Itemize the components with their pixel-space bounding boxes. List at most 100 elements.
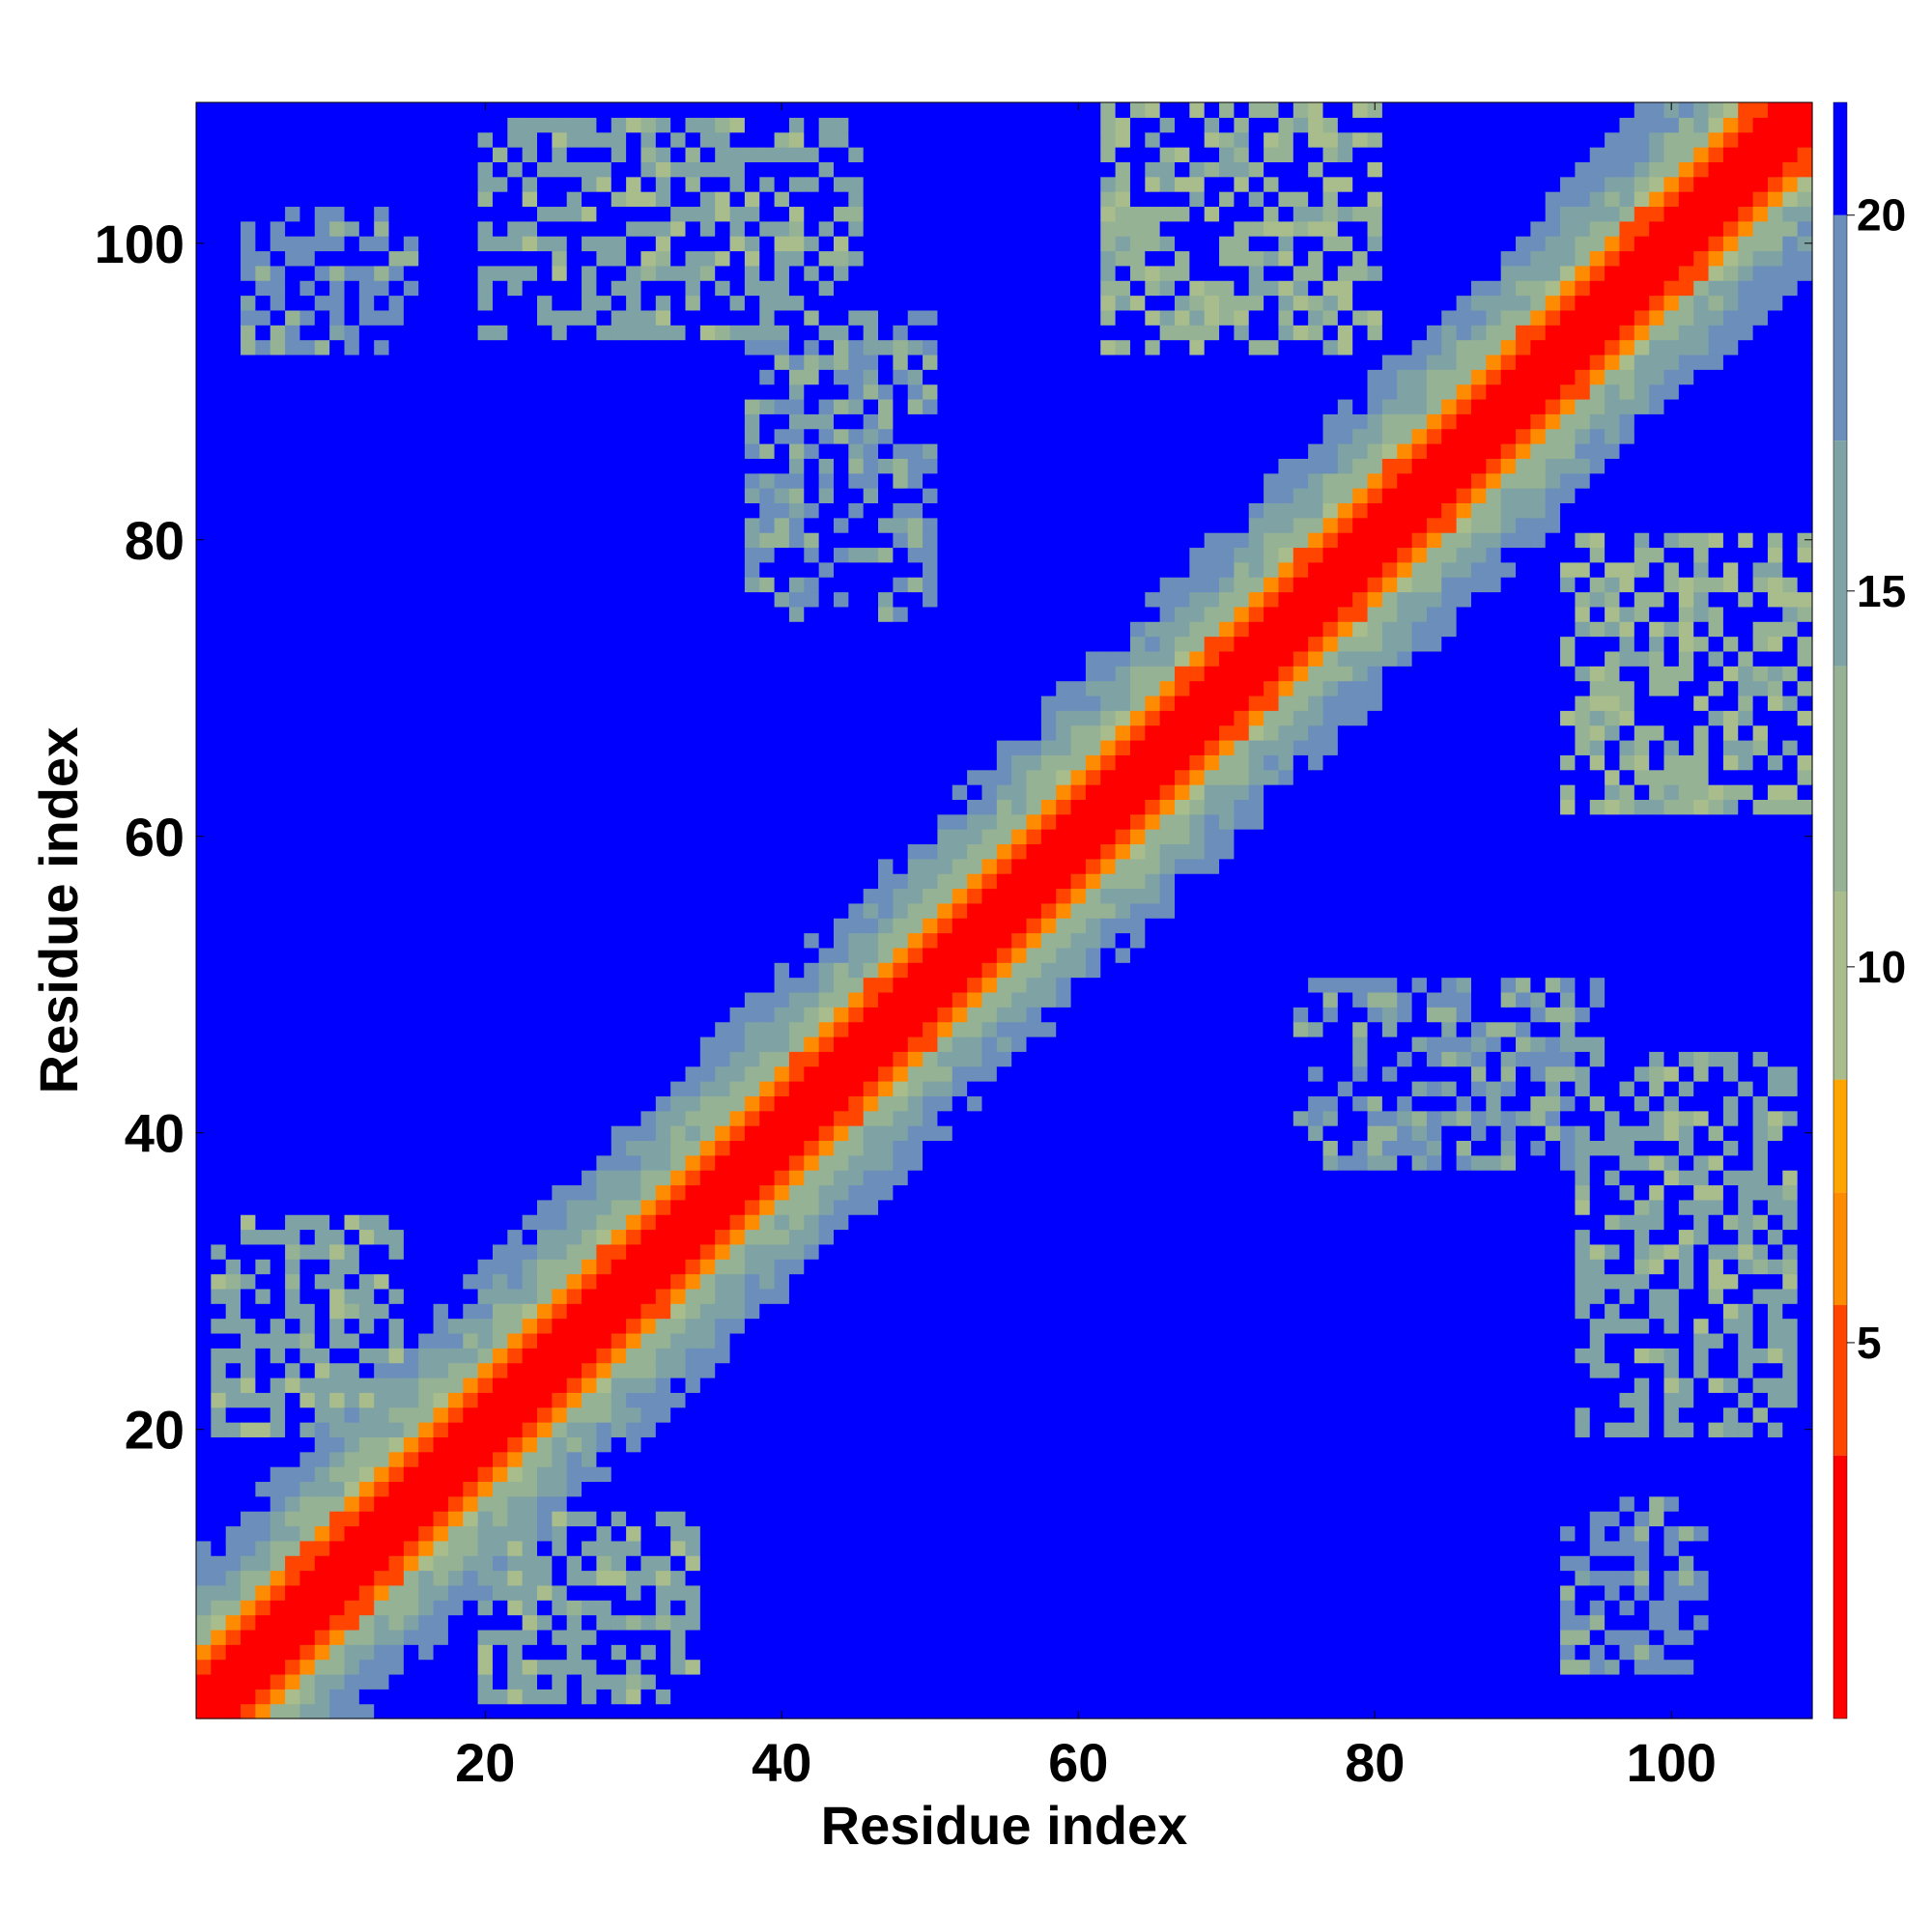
heatmap-cell bbox=[255, 1332, 271, 1349]
heatmap-cell bbox=[759, 1644, 776, 1661]
heatmap-cell bbox=[626, 1406, 642, 1423]
heatmap-cell bbox=[403, 295, 419, 311]
heatmap-cell bbox=[729, 1140, 746, 1156]
heatmap-cell bbox=[699, 102, 716, 118]
heatmap-cell bbox=[463, 577, 479, 593]
heatmap-cell bbox=[211, 369, 227, 385]
heatmap-cell bbox=[611, 102, 627, 118]
heatmap-cell bbox=[699, 413, 716, 430]
heatmap-cell bbox=[285, 547, 301, 563]
heatmap-cell bbox=[640, 695, 657, 711]
heatmap-cell bbox=[788, 1525, 805, 1542]
heatmap-cell bbox=[492, 458, 508, 474]
heatmap-cell bbox=[314, 1303, 330, 1320]
heatmap-cell bbox=[670, 784, 687, 800]
heatmap-cell bbox=[388, 1673, 405, 1690]
heatmap-cell bbox=[358, 1659, 375, 1675]
heatmap-cell bbox=[833, 1140, 849, 1156]
heatmap-cell bbox=[358, 1036, 375, 1052]
heatmap-cell bbox=[759, 191, 776, 208]
heatmap-cell bbox=[655, 754, 671, 771]
heatmap-cell bbox=[314, 1332, 330, 1349]
heatmap-cell bbox=[358, 784, 375, 800]
heatmap-cell bbox=[196, 369, 212, 385]
heatmap-cell bbox=[403, 1229, 419, 1245]
heatmap-cell bbox=[358, 1288, 375, 1304]
heatmap-cell bbox=[270, 1451, 286, 1467]
heatmap-cell bbox=[358, 902, 375, 919]
heatmap-cell bbox=[299, 517, 316, 533]
heatmap-cell bbox=[552, 443, 568, 459]
heatmap-cell bbox=[774, 131, 790, 148]
heatmap-cell bbox=[626, 606, 642, 622]
heatmap-cell bbox=[848, 829, 865, 845]
heatmap-cell bbox=[299, 325, 316, 341]
heatmap-cell bbox=[522, 1540, 538, 1556]
heatmap-cell bbox=[699, 1584, 716, 1601]
heatmap-cell bbox=[522, 443, 538, 459]
heatmap-cell bbox=[463, 309, 479, 326]
heatmap-cell bbox=[596, 1303, 612, 1320]
heatmap-cell bbox=[582, 384, 598, 400]
heatmap-cell bbox=[270, 695, 286, 711]
heatmap-cell bbox=[818, 680, 835, 696]
heatmap-cell bbox=[403, 1243, 419, 1260]
heatmap-cell bbox=[552, 739, 568, 755]
heatmap-cell bbox=[685, 428, 701, 444]
heatmap-cell bbox=[640, 666, 657, 682]
heatmap-cell bbox=[225, 280, 242, 297]
heatmap-cell bbox=[699, 888, 716, 904]
heatmap-cell bbox=[788, 1540, 805, 1556]
heatmap-cell bbox=[299, 799, 316, 815]
heatmap-cell bbox=[447, 1377, 464, 1393]
heatmap-cell bbox=[225, 1170, 242, 1186]
heatmap-cell bbox=[196, 325, 212, 341]
heatmap-cell bbox=[285, 295, 301, 311]
heatmap-cell bbox=[759, 932, 776, 949]
heatmap-cell bbox=[314, 1466, 330, 1483]
heatmap-cell bbox=[329, 873, 346, 890]
heatmap-cell bbox=[537, 1065, 553, 1082]
heatmap-cell bbox=[759, 413, 776, 430]
heatmap-cell bbox=[552, 1525, 568, 1542]
heatmap-cell bbox=[626, 799, 642, 815]
heatmap-cell bbox=[626, 1170, 642, 1186]
heatmap-cell bbox=[299, 888, 316, 904]
heatmap-cell bbox=[358, 250, 375, 267]
heatmap-cell bbox=[818, 1259, 835, 1275]
heatmap-cell bbox=[537, 1689, 553, 1705]
heatmap-cell bbox=[285, 621, 301, 638]
heatmap-cell bbox=[358, 1318, 375, 1334]
heatmap-cell bbox=[418, 606, 435, 622]
heatmap-cell bbox=[358, 488, 375, 504]
heatmap-cell bbox=[788, 339, 805, 355]
heatmap-cell bbox=[255, 695, 271, 711]
heatmap-cell bbox=[374, 147, 390, 162]
heatmap-cell bbox=[285, 813, 301, 830]
heatmap-cell bbox=[848, 1243, 865, 1260]
heatmap-cell bbox=[403, 1199, 419, 1215]
heatmap-cell bbox=[225, 191, 242, 208]
heatmap-cell bbox=[804, 680, 820, 696]
heatmap-cell bbox=[492, 339, 508, 355]
heatmap-cell bbox=[833, 1348, 849, 1364]
heatmap-cell bbox=[314, 1511, 330, 1527]
heatmap-cell bbox=[463, 932, 479, 949]
heatmap-cell bbox=[225, 1318, 242, 1334]
heatmap-cell bbox=[255, 888, 271, 904]
heatmap-cell bbox=[270, 947, 286, 963]
heatmap-cell bbox=[596, 1629, 612, 1645]
heatmap-cell bbox=[655, 488, 671, 504]
heatmap-cell bbox=[433, 991, 449, 1008]
heatmap-cell bbox=[358, 325, 375, 341]
heatmap-cell bbox=[477, 532, 494, 549]
heatmap-cell bbox=[640, 606, 657, 622]
heatmap-cell bbox=[358, 873, 375, 890]
heatmap-cell bbox=[774, 784, 790, 800]
heatmap-cell bbox=[670, 472, 687, 489]
heatmap-cell bbox=[447, 117, 464, 133]
heatmap-cell bbox=[640, 131, 657, 148]
heatmap-cell bbox=[447, 1673, 464, 1690]
heatmap-cell bbox=[670, 666, 687, 682]
heatmap-cell bbox=[522, 102, 538, 118]
